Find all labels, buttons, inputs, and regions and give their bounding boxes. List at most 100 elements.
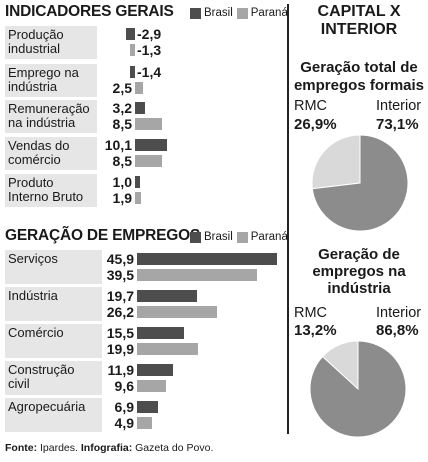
value-label-paraná: 1,9 bbox=[112, 190, 132, 206]
bar-paraná bbox=[137, 269, 258, 281]
value-label-paraná: 39,5 bbox=[106, 267, 134, 283]
sector-label-line: civil bbox=[8, 376, 30, 391]
value-label-brasil: 3,2 bbox=[112, 100, 132, 116]
indicator-label-line: comércio bbox=[8, 152, 61, 167]
value-label-brasil: -1,4 bbox=[137, 64, 162, 80]
legend-swatch-brasil bbox=[190, 231, 201, 243]
indicator-label-line: Vendas do bbox=[8, 138, 70, 153]
sector-label: Indústria bbox=[5, 287, 102, 321]
sector-label-line: Agropecuária bbox=[8, 399, 86, 414]
indicator-label: Remuneração na indústria bbox=[5, 100, 97, 133]
legend-label-brasil: Brasil bbox=[204, 7, 233, 19]
pie2-title-line2: empregos na bbox=[312, 263, 406, 280]
value-label-paraná: 26,2 bbox=[106, 304, 134, 320]
indicator-label-line: industrial bbox=[8, 41, 61, 56]
bar-brasil bbox=[125, 28, 135, 40]
indicator-label: Vendas do comércio bbox=[5, 137, 97, 170]
pie1-title-line2: empregos formais bbox=[293, 77, 425, 94]
indicator-label: Emprego na indústria bbox=[5, 64, 97, 97]
value-label-paraná: 9,6 bbox=[114, 378, 134, 394]
indicator-label-line: Remuneração bbox=[8, 101, 90, 116]
value-label-brasil: 6,9 bbox=[114, 399, 134, 415]
sector-label-line: Comércio bbox=[8, 325, 64, 340]
geracao-legend: Brasil Paraná bbox=[190, 231, 288, 243]
bar-brasil bbox=[137, 253, 277, 265]
value-label-paraná: 8,5 bbox=[112, 116, 132, 132]
bar-paraná bbox=[135, 192, 142, 204]
source-text: Ipardes. bbox=[40, 442, 78, 454]
value-label-brasil: 11,9 bbox=[107, 362, 134, 378]
pie2-interior-value: 86,8% bbox=[376, 322, 419, 339]
sector-label: Comércio bbox=[5, 324, 102, 358]
value-label-brasil: 19,7 bbox=[106, 288, 134, 304]
legend-label-parana: Paraná bbox=[250, 231, 288, 243]
indicator-label: Produto Interno Bruto bbox=[5, 174, 97, 207]
sector-label-line: Serviços bbox=[8, 251, 58, 266]
indicadores-title: INDICADORES GERAIS bbox=[5, 3, 174, 20]
indicator-label-line: Produção bbox=[8, 27, 64, 42]
bar-paraná bbox=[137, 306, 217, 318]
legend-label-brasil: Brasil bbox=[204, 231, 233, 243]
legend-label-parana: Paraná bbox=[250, 7, 288, 19]
bar-paraná bbox=[135, 82, 143, 94]
bar-brasil bbox=[135, 102, 146, 114]
value-label-paraná: 8,5 bbox=[112, 153, 132, 169]
bar-brasil bbox=[137, 364, 174, 376]
value-label-brasil: 1,0 bbox=[112, 174, 132, 190]
pie2-title-line1: Geração de bbox=[318, 246, 400, 263]
bar-brasil bbox=[137, 327, 185, 339]
indicadores-legend: Brasil Paraná bbox=[190, 7, 288, 19]
indicator-label-line: indústria bbox=[8, 79, 58, 94]
source-credit: Fonte: Ipardes. Infografia: Gazeta do Po… bbox=[5, 442, 213, 454]
source-label: Fonte: bbox=[5, 442, 38, 454]
geracao-chart: Serviços 45,9 39,5 Indústria 19,7 26,2 Comérci… bbox=[5, 250, 277, 432]
value-label-brasil: 10,1 bbox=[104, 137, 132, 153]
pie2-title-line3: indústria bbox=[327, 280, 391, 297]
value-label-brasil: 45,9 bbox=[106, 251, 134, 267]
pie2-chart bbox=[309, 340, 407, 438]
capital-interior-title: CAPITAL X INTERIOR bbox=[290, 3, 428, 39]
pie1-chart bbox=[311, 134, 409, 232]
pie2-rmc-value: 13,2% bbox=[294, 322, 337, 339]
legend-swatch-brasil bbox=[190, 7, 201, 19]
bar-paraná bbox=[137, 343, 198, 355]
pie2-interior-label: Interior bbox=[376, 305, 422, 321]
pie1-interior-value: 73,1% bbox=[376, 116, 419, 133]
sector-label: Agropecuária bbox=[5, 398, 102, 432]
indicator-label: Produção industrial bbox=[5, 26, 97, 59]
capital-title-line1: CAPITAL X bbox=[317, 3, 401, 20]
value-label-brasil: -2,9 bbox=[137, 26, 162, 42]
pie2-title: Geração de empregos na indústria bbox=[290, 246, 428, 297]
value-label-paraná: 2,5 bbox=[112, 80, 132, 96]
bar-brasil bbox=[137, 401, 159, 413]
bar-brasil bbox=[137, 290, 198, 302]
indicator-label-line: Emprego na bbox=[8, 65, 79, 80]
infografia-text: Gazeta do Povo. bbox=[135, 442, 214, 454]
legend-swatch-parana bbox=[236, 7, 248, 19]
pie1-title: Geração total de empregos formais bbox=[290, 59, 428, 95]
bar-paraná bbox=[137, 380, 167, 392]
pie-slice-rmc bbox=[311, 134, 361, 190]
value-label-brasil: 15,5 bbox=[106, 325, 134, 341]
bar-brasil bbox=[130, 66, 135, 78]
indicadores-chart: Produção industrial -2,9 -1,3 Emprego na indú… bbox=[0, 0, 280, 215]
bar-paraná bbox=[130, 44, 135, 56]
value-label-paraná: 4,9 bbox=[114, 415, 134, 431]
sector-label-line: Construção bbox=[8, 362, 75, 377]
pie1-title-line1: Geração total de bbox=[300, 59, 418, 76]
legend-swatch-parana bbox=[236, 231, 248, 243]
geracao-title: GERAÇÃO DE EMPREGOS bbox=[5, 227, 201, 244]
indicator-label-line: Produto bbox=[8, 175, 54, 190]
capital-title-line2: INTERIOR bbox=[320, 21, 398, 38]
infografia-label: Infografia: bbox=[80, 442, 133, 454]
value-label-paraná: 19,9 bbox=[106, 341, 134, 357]
pie2-rmc-label: RMC bbox=[294, 305, 328, 321]
indicator-label-line: na indústria bbox=[8, 115, 76, 130]
pie1-rmc-label: RMC bbox=[294, 98, 328, 114]
indicator-label-line: Interno Bruto bbox=[8, 189, 84, 204]
value-label-paraná: -1,3 bbox=[137, 42, 162, 58]
bar-brasil bbox=[135, 176, 140, 188]
bar-paraná bbox=[137, 417, 152, 429]
sector-label: Construção civil bbox=[5, 361, 102, 395]
pie-slice-interior bbox=[309, 340, 407, 438]
